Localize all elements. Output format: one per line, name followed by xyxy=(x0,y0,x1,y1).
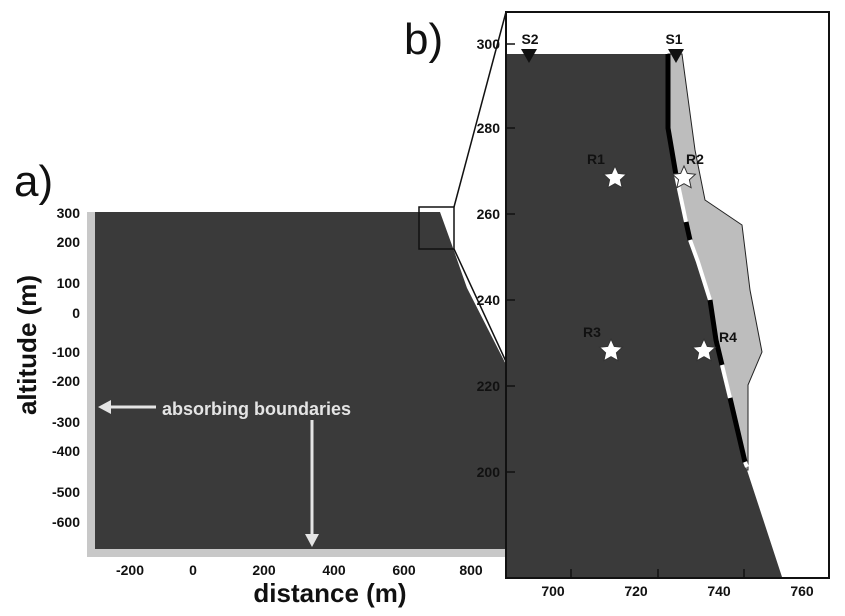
y-tick: 200 xyxy=(57,234,81,250)
absorbing-boundaries-label: absorbing boundaries xyxy=(162,399,351,419)
source-label: S1 xyxy=(665,31,682,47)
y-tick: -500 xyxy=(52,484,80,500)
x-tick: 0 xyxy=(189,562,197,578)
x-axis-title: distance (m) xyxy=(253,578,406,608)
arrow-down-icon xyxy=(305,534,319,547)
x-tick: 400 xyxy=(322,562,346,578)
inset-domain xyxy=(507,54,782,577)
source-triangle-icon xyxy=(521,49,537,63)
y-tick: -400 xyxy=(52,443,80,459)
zoom-connector-top xyxy=(453,11,507,208)
absorbing-boundary-bottom xyxy=(87,549,600,557)
panel-a-label: a) xyxy=(14,157,53,206)
receiver-star-icon xyxy=(598,337,624,362)
y-tick: -600 xyxy=(52,514,80,530)
receiver-star-icon xyxy=(691,337,717,362)
x-tick: 600 xyxy=(392,562,416,578)
x-tick: 760 xyxy=(790,583,814,599)
y-tick: 240 xyxy=(477,292,501,308)
panel-a: a) 300 200 100 0 -100 -200 -300 -400 -50… xyxy=(12,11,614,608)
receiver-r1: R1 xyxy=(587,151,628,189)
y-tick: 0 xyxy=(72,305,80,321)
panel-a-y-ticks: 300 200 100 0 -100 -200 -300 -400 -500 -… xyxy=(52,205,80,530)
x-tick: 740 xyxy=(707,583,731,599)
receiver-label: R4 xyxy=(719,329,737,345)
interface-segment xyxy=(665,54,679,176)
y-tick: -200 xyxy=(52,373,80,389)
receiver-label: R3 xyxy=(583,324,601,340)
receiver-r2: R2 xyxy=(671,151,704,189)
y-tick: 300 xyxy=(477,36,501,52)
source-triangle-icon xyxy=(668,49,684,63)
receiver-r3: R3 xyxy=(583,324,624,362)
source-s1: S1 xyxy=(665,31,684,63)
receiver-star-icon xyxy=(671,164,697,189)
panel-b-label: b) xyxy=(404,15,443,64)
y-tick: -300 xyxy=(52,414,80,430)
y-tick: 200 xyxy=(477,464,501,480)
source-label: S2 xyxy=(521,31,538,47)
y-tick: 300 xyxy=(57,205,81,221)
y-tick: 220 xyxy=(477,378,501,394)
y-tick: 260 xyxy=(477,206,501,222)
absorbing-boundary-left xyxy=(87,212,95,557)
receiver-star-icon xyxy=(602,164,628,189)
y-tick: -100 xyxy=(52,344,80,360)
arrow-left-icon xyxy=(98,400,111,414)
panel-b-x-ticks: 700 720 740 760 xyxy=(541,569,814,599)
y-tick: 280 xyxy=(477,120,501,136)
interface-segment xyxy=(707,299,725,366)
panel-b: b) 300 280 260 240 220 200 xyxy=(404,11,830,599)
interface-segment xyxy=(743,461,749,468)
x-tick: 720 xyxy=(624,583,648,599)
x-tick: 800 xyxy=(459,562,483,578)
receiver-r4: R4 xyxy=(691,329,737,362)
interface-segment xyxy=(683,221,693,241)
y-axis-title: altitude (m) xyxy=(12,275,42,415)
receiver-label: R2 xyxy=(686,151,704,167)
interface-segment xyxy=(688,239,712,301)
x-tick: 700 xyxy=(541,583,565,599)
panel-b-y-ticks: 300 280 260 240 220 200 xyxy=(477,36,515,480)
interface-segment xyxy=(720,364,732,399)
zoom-box xyxy=(418,206,455,250)
x-tick: 200 xyxy=(252,562,276,578)
model-domain xyxy=(95,212,600,549)
interface-segment xyxy=(727,397,748,463)
x-tick: -200 xyxy=(116,562,144,578)
source-s2: S2 xyxy=(521,31,539,63)
y-tick: 100 xyxy=(57,275,81,291)
receiver-label: R1 xyxy=(587,151,605,167)
